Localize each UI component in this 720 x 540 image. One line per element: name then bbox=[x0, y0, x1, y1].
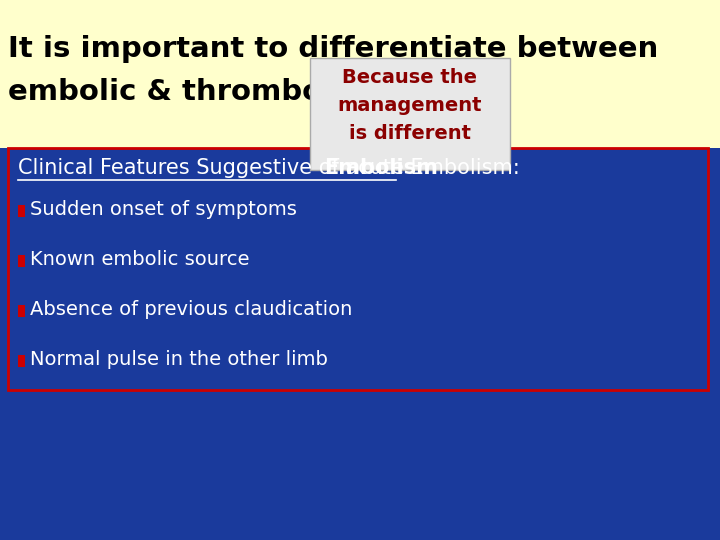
FancyBboxPatch shape bbox=[310, 58, 510, 170]
Text: is different: is different bbox=[349, 124, 471, 143]
FancyBboxPatch shape bbox=[0, 0, 720, 148]
FancyBboxPatch shape bbox=[8, 148, 708, 390]
Text: management: management bbox=[338, 96, 482, 115]
Text: Known embolic source: Known embolic source bbox=[30, 250, 250, 269]
Text: Clinical Features Suggestive of acute Embolism:: Clinical Features Suggestive of acute Em… bbox=[18, 158, 520, 178]
Text: embolic & thrombotic: embolic & thrombotic bbox=[8, 78, 364, 106]
Text: Normal pulse in the other limb: Normal pulse in the other limb bbox=[30, 350, 328, 369]
Bar bbox=[18, 305, 25, 317]
Bar bbox=[18, 205, 25, 217]
Text: Absence of previous claudication: Absence of previous claudication bbox=[30, 300, 352, 319]
Text: Sudden onset of symptoms: Sudden onset of symptoms bbox=[30, 200, 297, 219]
Bar bbox=[18, 255, 25, 267]
Text: Because the: Because the bbox=[343, 68, 477, 87]
Text: It is important to differentiate between: It is important to differentiate between bbox=[8, 35, 658, 63]
Text: Embolism: Embolism bbox=[324, 158, 438, 178]
Bar bbox=[18, 355, 25, 367]
